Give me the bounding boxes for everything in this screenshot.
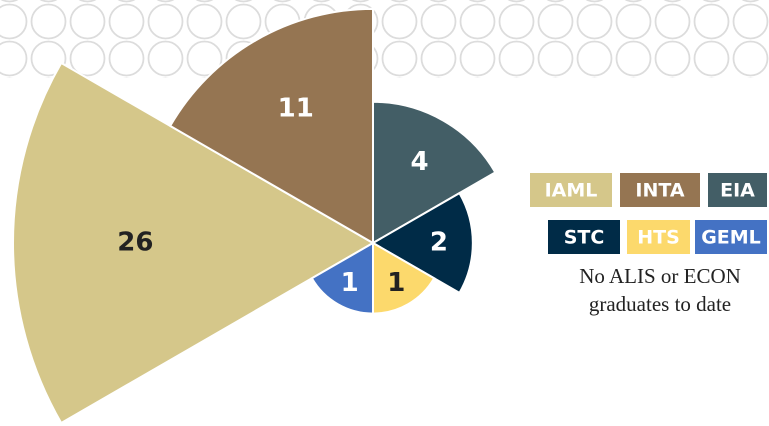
legend-label: STC	[564, 227, 605, 249]
sector	[310, 241, 374, 315]
legend-swatch	[627, 220, 690, 254]
legend-swatch	[708, 173, 767, 207]
legend-label: GEML	[701, 227, 761, 249]
sector	[372, 241, 436, 315]
sector	[372, 100, 497, 245]
background-pattern	[0, 0, 769, 78]
legend-label: INTA	[635, 180, 684, 202]
sector	[168, 7, 374, 245]
legend-label: IAML	[545, 180, 598, 202]
legend-swatch	[695, 220, 767, 254]
legend-swatch	[548, 220, 620, 254]
note-line: graduates to date	[589, 292, 731, 316]
value-label: 26	[117, 228, 153, 258]
legend-label: EIA	[720, 180, 755, 202]
value-label: 4	[411, 147, 429, 177]
value-label: 1	[341, 268, 359, 298]
note-line: No ALIS or ECON	[579, 264, 741, 288]
legend-swatch	[530, 173, 612, 207]
value-label: 2	[430, 228, 448, 258]
sector	[371, 191, 474, 295]
value-label: 1	[387, 268, 405, 298]
value-label: 11	[278, 94, 314, 124]
sector	[12, 61, 375, 425]
legend-label: HTS	[637, 227, 680, 249]
legend-swatch	[620, 173, 700, 207]
